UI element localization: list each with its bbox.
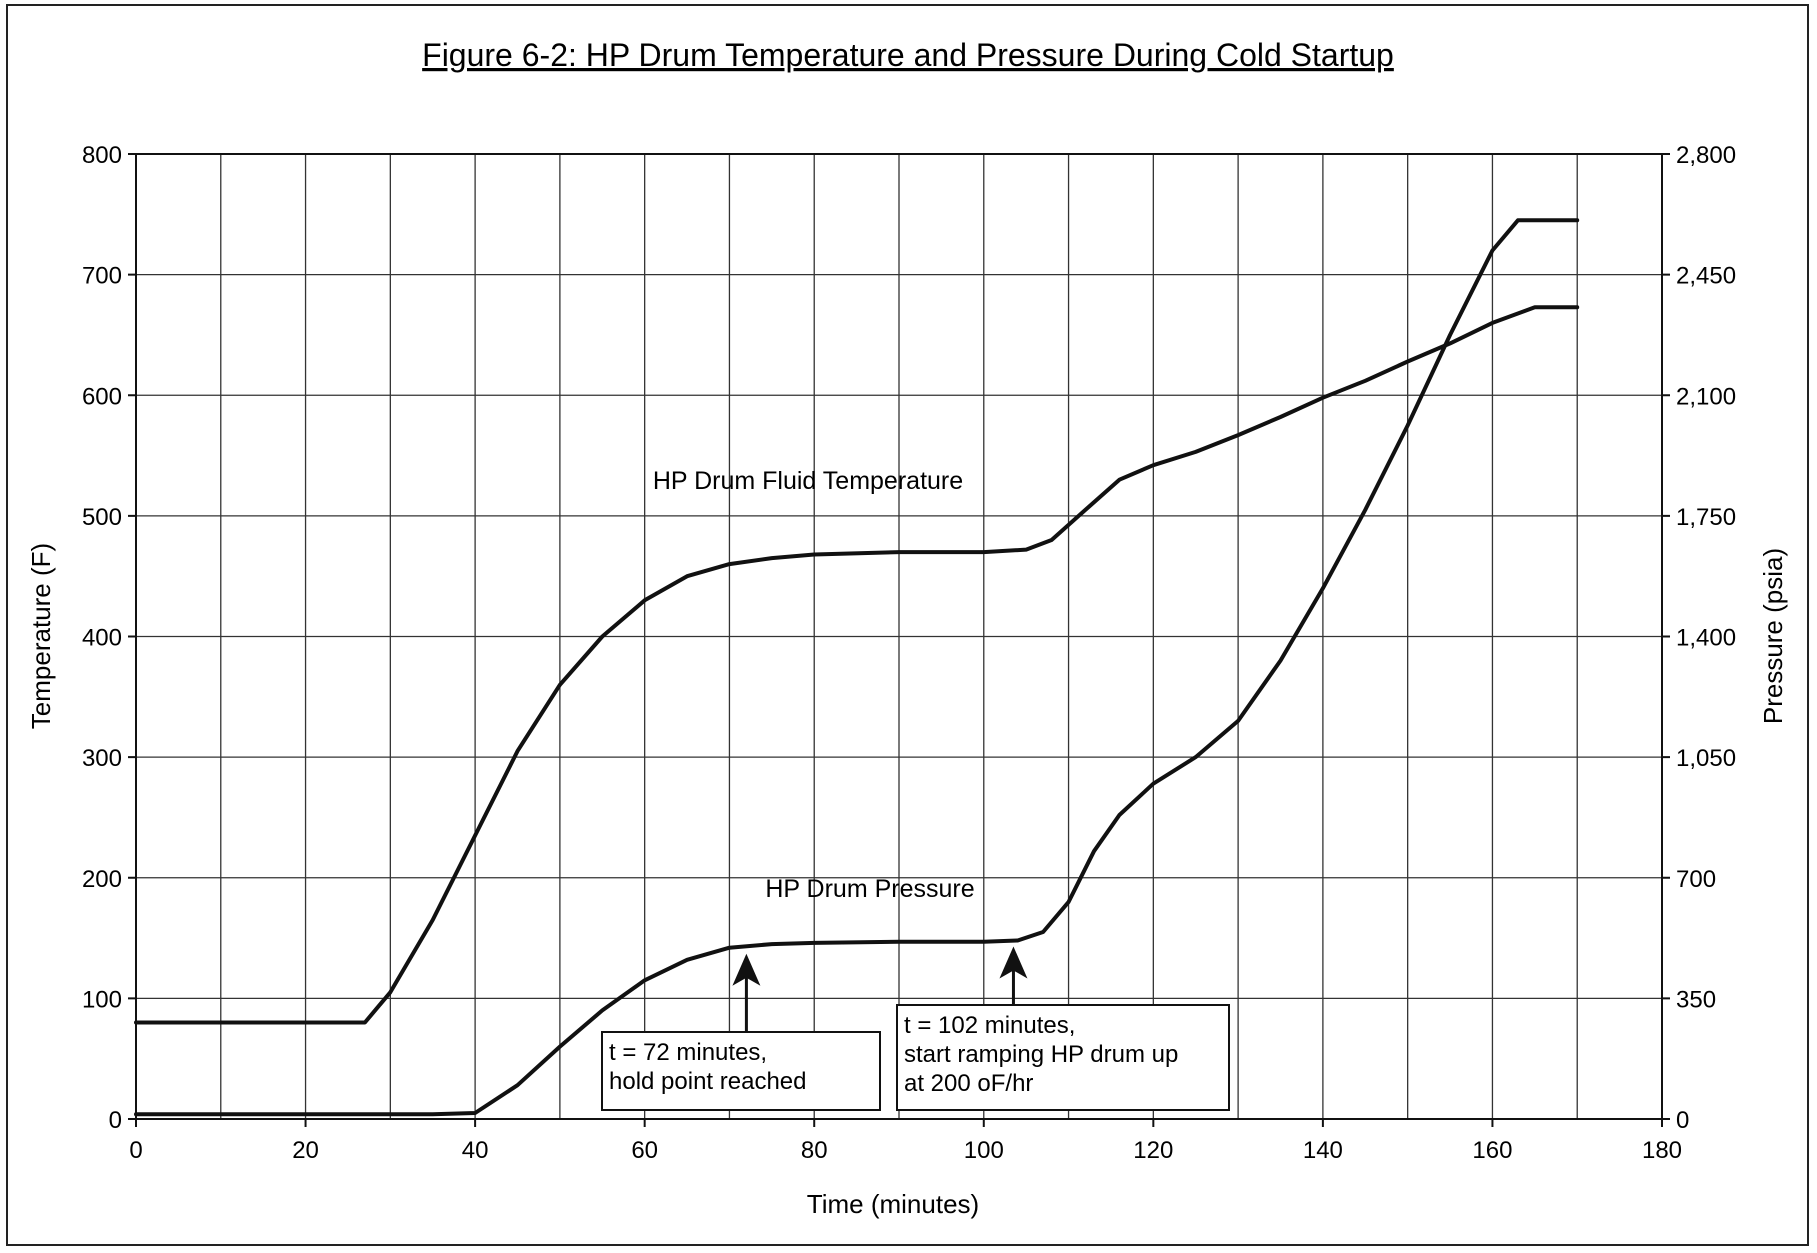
grid xyxy=(136,154,1662,1119)
series-line-temperature xyxy=(134,305,1580,1025)
y2-tick-label: 1,400 xyxy=(1676,625,1736,652)
x-tick-label: 100 xyxy=(964,1137,1004,1164)
y2-tick-label: 0 xyxy=(1676,1107,1689,1134)
y-tick-label: 600 xyxy=(82,383,122,410)
y2-tick-label: 2,450 xyxy=(1676,263,1736,290)
figure-frame xyxy=(6,4,1809,1246)
y-axis-title: Temperature (F) xyxy=(26,543,56,729)
axis-ticks: 0 20 40 60 80 100 120 140 160 180 0 100 200 300 400 500… xyxy=(82,142,1736,1164)
y2-tick-label: 2,800 xyxy=(1676,142,1736,169)
y-tick-label: 200 xyxy=(82,866,122,893)
series-line-pressure xyxy=(134,218,1580,1117)
y2-tick-label: 1,050 xyxy=(1676,745,1736,772)
y2-axis-title: Pressure (psia) xyxy=(1758,548,1788,724)
annotations: t = 72 minutes, hold point reached t = 102… xyxy=(601,946,1230,1111)
x-tick-label: 120 xyxy=(1133,1137,1173,1164)
y-tick-label: 100 xyxy=(82,986,122,1013)
annotation-box xyxy=(601,1031,881,1111)
y-tick-label: 700 xyxy=(82,263,122,290)
x-tick-label: 0 xyxy=(129,1137,142,1164)
annotation-box xyxy=(896,1004,1230,1111)
chart-title: Figure 6-2: HP Drum Temperature and Pres… xyxy=(422,37,1394,73)
annotation-callout: t = 72 minutes, hold point reached xyxy=(601,953,881,1111)
annotation-callout: t = 102 minutes, start ramping HP drum up… xyxy=(896,946,1230,1111)
annotation-arrow-head xyxy=(732,953,761,986)
y2-tick-label: 2,100 xyxy=(1676,383,1736,410)
annotation-text: t = 102 minutes, start ramping HP drum up… xyxy=(904,1012,1178,1097)
y-tick-label: 800 xyxy=(82,142,122,169)
annotation-text-line: at 200 oF/hr xyxy=(904,1070,1033,1097)
series xyxy=(134,218,1580,1117)
x-tick-label: 140 xyxy=(1303,1137,1343,1164)
x-tick-label: 40 xyxy=(462,1137,489,1164)
x-axis-title: Time (minutes) xyxy=(807,1189,979,1219)
annotation-text-line: hold point reached xyxy=(609,1068,806,1095)
x-tick-label: 180 xyxy=(1642,1137,1682,1164)
y2-tick-label: 350 xyxy=(1676,986,1716,1013)
annotation-arrow-head xyxy=(999,946,1028,979)
y-tick-label: 300 xyxy=(82,745,122,772)
y2-tick-label: 1,750 xyxy=(1676,504,1736,531)
y-tick-label: 500 xyxy=(82,504,122,531)
annotation-text-line: t = 72 minutes, xyxy=(609,1039,767,1066)
annotation-text-line: start ramping HP drum up xyxy=(904,1041,1178,1068)
series-label-pressure: HP Drum Pressure xyxy=(765,875,974,903)
x-tick-label: 160 xyxy=(1472,1137,1512,1164)
x-tick-label: 60 xyxy=(631,1137,658,1164)
x-tick-label: 80 xyxy=(801,1137,828,1164)
y-tick-label: 0 xyxy=(109,1107,122,1134)
series-label-temperature: HP Drum Fluid Temperature xyxy=(653,467,963,495)
y-tick-label: 400 xyxy=(82,625,122,652)
annotation-text-line: t = 102 minutes, xyxy=(904,1012,1075,1039)
x-tick-label: 20 xyxy=(292,1137,319,1164)
y2-tick-label: 700 xyxy=(1676,866,1716,893)
annotation-text: t = 72 minutes, hold point reached xyxy=(609,1039,806,1095)
